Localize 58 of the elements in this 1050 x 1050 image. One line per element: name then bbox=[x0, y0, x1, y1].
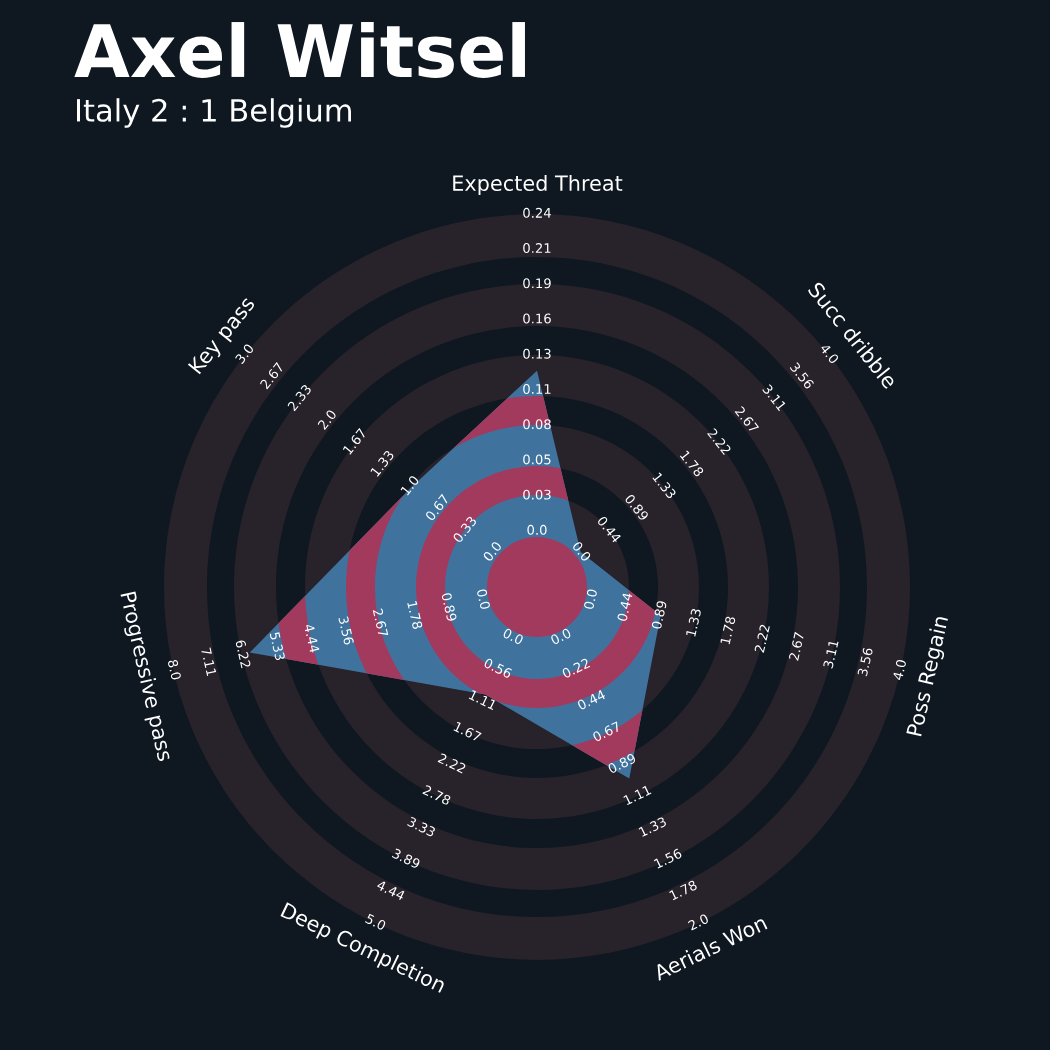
text: 0.0 bbox=[502, 627, 525, 646]
text: 0.03 bbox=[523, 489, 551, 500]
text: 5.0 bbox=[364, 913, 387, 931]
spoke-label: Poss Regain bbox=[905, 615, 953, 738]
text: 1.78 bbox=[407, 600, 423, 630]
text: 0.0 bbox=[583, 588, 598, 610]
text: 3.56 bbox=[857, 647, 874, 677]
text: 0.89 bbox=[441, 592, 458, 622]
text: 0.22 bbox=[561, 657, 591, 679]
text: 0.0 bbox=[549, 627, 572, 646]
text: 0.21 bbox=[523, 243, 551, 254]
text: 0.0 bbox=[571, 540, 592, 562]
text: 0.0 bbox=[482, 540, 503, 562]
text: 2.67 bbox=[788, 631, 805, 661]
text: 2.67 bbox=[372, 608, 389, 638]
text: 2.0 bbox=[687, 913, 710, 931]
text: 1.0 bbox=[400, 474, 420, 496]
chart-subtitle: Italy 2 : 1 Belgium bbox=[77, 98, 351, 128]
text: 0.19 bbox=[523, 278, 551, 289]
text: 1.11 bbox=[468, 689, 497, 711]
text: 4.0 bbox=[892, 659, 907, 681]
text: 0.16 bbox=[523, 313, 551, 324]
text: 1.56 bbox=[653, 848, 683, 869]
text: 0.0 bbox=[476, 588, 491, 610]
text: 0.44 bbox=[576, 689, 607, 711]
text: 8.0 bbox=[167, 659, 182, 681]
text: 4.44 bbox=[304, 623, 320, 654]
text: 4.0 bbox=[819, 342, 840, 365]
text: 0.89 bbox=[607, 752, 637, 774]
text: 1.33 bbox=[685, 608, 702, 637]
text: 0.0 bbox=[527, 524, 547, 535]
spoke-label: Expected Threat bbox=[453, 174, 623, 196]
text: 4.44 bbox=[376, 879, 406, 901]
text: 3.89 bbox=[391, 848, 421, 870]
text: 1.67 bbox=[453, 721, 482, 742]
text: 0.89 bbox=[651, 600, 668, 630]
text: 3.33 bbox=[407, 816, 436, 838]
text: 5.33 bbox=[269, 631, 286, 661]
chart-title: Axel Witsel bbox=[74, 22, 525, 78]
text: 3.0 bbox=[234, 343, 255, 365]
text: 6.22 bbox=[235, 639, 251, 669]
text: 0.44 bbox=[616, 592, 633, 622]
text: 3.56 bbox=[338, 616, 355, 646]
text: 7.11 bbox=[201, 647, 217, 677]
text: 0.56 bbox=[483, 657, 513, 679]
text: 0.05 bbox=[523, 454, 551, 465]
text: 1.11 bbox=[623, 784, 652, 806]
text: 2.0 bbox=[317, 408, 337, 431]
text: 2.78 bbox=[422, 784, 452, 806]
text: 2.22 bbox=[437, 752, 467, 774]
text: 0.24 bbox=[523, 207, 551, 218]
text: 2.22 bbox=[754, 624, 770, 653]
text: 3.11 bbox=[822, 639, 839, 669]
text: 0.13 bbox=[523, 348, 551, 359]
text: 1.33 bbox=[638, 816, 667, 838]
text: 0.67 bbox=[592, 721, 622, 743]
text: 1.78 bbox=[720, 616, 736, 645]
text: 1.78 bbox=[668, 879, 698, 901]
